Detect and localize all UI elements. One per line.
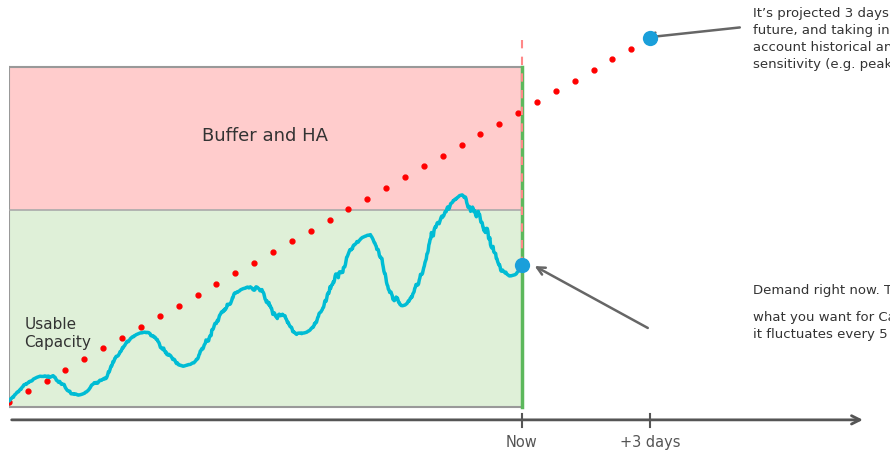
Bar — [9, 211, 522, 408]
Bar — [9, 67, 522, 211]
Text: what you want for Capacity as
it fluctuates every 5 minutes: what you want for Capacity as it fluctua… — [753, 310, 890, 340]
Text: Demand right now. This is: Demand right now. This is — [753, 283, 890, 296]
Text: Usable
Capacity: Usable Capacity — [24, 316, 91, 349]
Text: Now: Now — [506, 434, 538, 449]
Text: +3 days: +3 days — [620, 434, 681, 449]
Text: It’s projected 3 days into the
future, and taking into
account historical and yo: It’s projected 3 days into the future, a… — [753, 6, 890, 71]
Text: Buffer and HA: Buffer and HA — [202, 127, 328, 145]
